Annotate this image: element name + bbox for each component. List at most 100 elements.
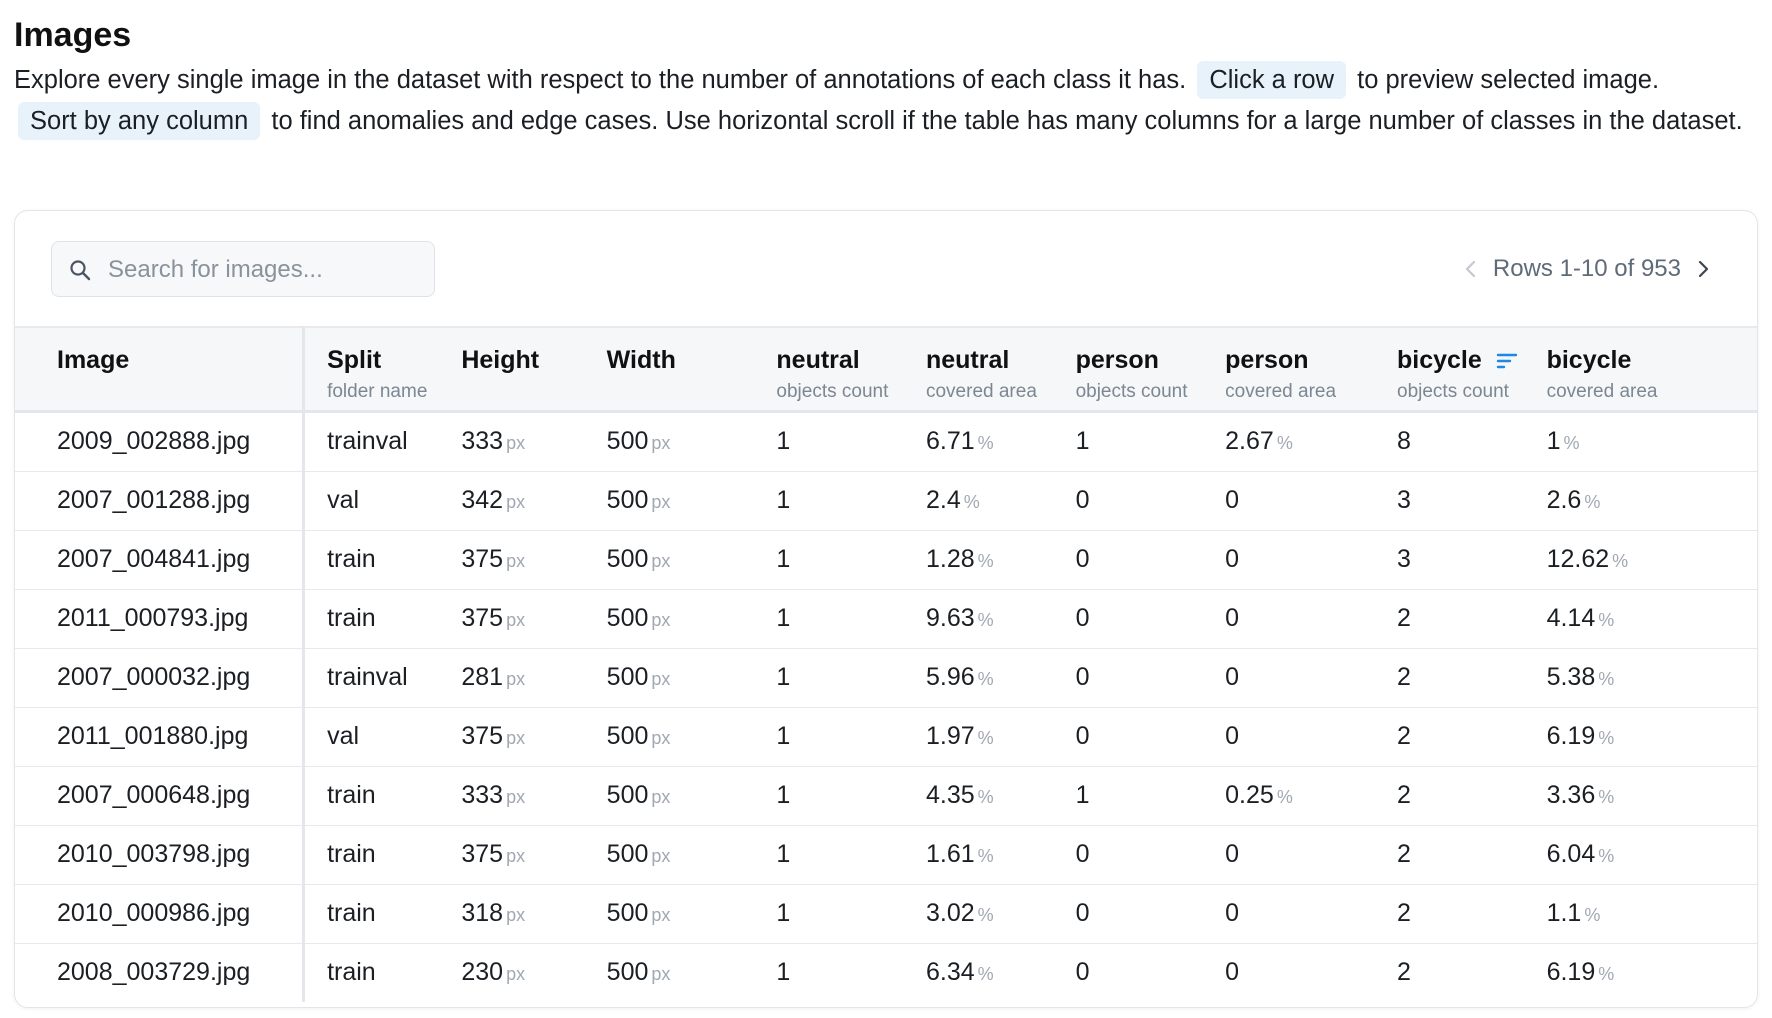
cell-value: 333 [461, 427, 504, 455]
cell-bicycle-area: 6.19% [1525, 943, 1757, 1002]
cell-bicycle-area: 6.19% [1524, 707, 1757, 767]
cell-split: train [303, 589, 440, 649]
cell-person-count: 0 [1053, 707, 1204, 767]
cell-split: val [303, 471, 440, 531]
images-table-card: Rows 1-10 of 953 Image Split folder name … [14, 210, 1758, 1008]
cell-person-count: 0 [1053, 884, 1204, 944]
cell-value: 0 [1075, 899, 1090, 927]
cell-value: 500 [606, 663, 649, 691]
column-header-width[interactable]: Width [585, 327, 755, 411]
cell-value: 3 [1397, 545, 1411, 573]
table-row[interactable]: 2007_004841.jpg train 375 px 500 px 1 1.28% 0 0 3 1… [15, 530, 1757, 590]
cell-value: 2007_001288.jpg [57, 486, 251, 514]
chevron-left-icon[interactable] [1459, 257, 1483, 281]
cell-unit: % [1584, 905, 1601, 925]
cell-neutral-area: 1.61% [903, 825, 1054, 885]
cell-person-count: 0 [1053, 471, 1204, 531]
table-row[interactable]: 2010_003798.jpg train 375 px 500 px 1 1.61% 0 0 2 6… [15, 825, 1757, 885]
cell-unit: px [506, 964, 526, 984]
cell-value: 0 [1225, 663, 1240, 691]
images-section: Images Explore every single image in the… [14, 14, 1758, 1008]
cell-value: 2011_000793.jpg [57, 604, 249, 632]
cell-image: 2007_000648.jpg [15, 766, 306, 826]
cell-value: 2.4 [925, 486, 961, 514]
cell-unit: % [1598, 787, 1615, 807]
cell-person-area: 2.67% [1203, 411, 1375, 472]
cell-neutral-area: 9.63% [903, 589, 1054, 649]
table-row[interactable]: 2011_001880.jpg val 375 px 500 px 1 1.97% 0 0 2 6.1… [15, 707, 1757, 767]
cell-value: 5.38 [1546, 663, 1596, 691]
cell-neutral-area: 4.35% [903, 766, 1054, 826]
cell-person-area: 0 [1203, 589, 1375, 649]
cell-value: 2007_000032.jpg [57, 663, 251, 691]
cell-value: 281 [461, 663, 504, 691]
cell-value: 1 [776, 958, 791, 986]
cell-value: train [327, 840, 376, 868]
cell-width: 500 px [584, 471, 755, 531]
cell-neutral-area: 6.34% [904, 943, 1054, 1002]
cell-value: 2010_003798.jpg [57, 840, 251, 868]
cell-neutral-area: 3.02% [903, 884, 1054, 944]
cell-person-area: 0 [1203, 825, 1375, 885]
cell-value: 1 [1075, 781, 1090, 809]
cell-value: train [327, 781, 376, 809]
cell-value: 0 [1225, 840, 1240, 868]
table-row[interactable]: 2007_001288.jpg val 342 px 500 px 1 2.4% 0 0 3 2.6% [15, 471, 1757, 531]
cell-image: 2011_000793.jpg [15, 589, 306, 649]
column-header-height[interactable]: Height [439, 327, 584, 411]
cell-value: 500 [606, 486, 649, 514]
table-row[interactable]: 2008_003729.jpg train 230 px 500 px 1 6.34% 0 0 2 6… [15, 943, 1757, 1002]
cell-unit: % [1598, 846, 1615, 866]
cell-value: 6.04 [1546, 840, 1596, 868]
column-header-image[interactable]: Image [15, 327, 306, 411]
cell-value: 342 [461, 486, 504, 514]
cell-unit: px [506, 728, 526, 748]
cell-value: 0 [1075, 663, 1090, 691]
cell-split: train [303, 825, 440, 885]
table-row[interactable]: 2007_000648.jpg train 333 px 500 px 1 4.35% 1 0.2… [15, 766, 1757, 826]
column-header-person-count[interactable]: person objects count [1054, 327, 1204, 411]
cell-split: train [304, 943, 440, 1002]
column-header-bicycle-area[interactable]: bicycle covered area [1525, 327, 1757, 411]
column-header-neutral-area[interactable]: neutral covered area [904, 327, 1054, 411]
column-header-bicycle-count[interactable]: bicycle objects count [1375, 327, 1525, 411]
cell-unit: px [506, 492, 526, 512]
cell-bicycle-count: 8 [1375, 411, 1525, 472]
search-box[interactable] [51, 241, 435, 298]
cell-person-area: 0 [1203, 707, 1375, 767]
cell-value: 6.71 [925, 427, 975, 455]
table-row[interactable]: 2009_002888.jpg trainval 333 px 500 px 1 6.71% 1… [15, 411, 1757, 472]
column-header-neutral-count[interactable]: neutral objects count [754, 327, 904, 411]
chevron-right-icon[interactable] [1691, 257, 1715, 281]
cell-neutral-area: 2.4% [903, 471, 1054, 531]
cell-image: 2009_002888.jpg [15, 411, 306, 472]
cell-unit: px [651, 787, 671, 807]
cell-height: 318 px [439, 884, 585, 944]
cell-width: 500 px [585, 943, 755, 1002]
cell-neutral-count: 1 [754, 471, 904, 531]
search-input[interactable] [106, 242, 430, 298]
table-row[interactable]: 2010_000986.jpg train 318 px 500 px 1 3.02% 0 0 2 1… [15, 884, 1757, 944]
cell-bicycle-area: 12.62% [1524, 530, 1757, 590]
column-title: Image [57, 346, 130, 374]
cell-unit: % [1563, 433, 1580, 453]
cell-unit: % [1598, 610, 1615, 630]
cell-value: val [327, 722, 360, 750]
column-header-person-area[interactable]: person covered area [1203, 327, 1375, 411]
sort-descending-icon[interactable] [1496, 352, 1518, 370]
cell-value: 1 [1546, 427, 1561, 455]
table-row[interactable]: 2011_000793.jpg train 375 px 500 px 1 9.63% 0 0 2 4… [15, 589, 1757, 649]
cell-unit: % [977, 964, 994, 984]
cell-value: 2 [1397, 722, 1411, 750]
cell-bicycle-count: 2 [1375, 648, 1525, 708]
cell-split: val [303, 707, 440, 767]
column-header-split[interactable]: Split folder name [304, 327, 440, 411]
cell-width: 500 px [584, 589, 755, 649]
cell-unit: px [651, 551, 671, 571]
cell-value: 2011_001880.jpg [57, 722, 249, 750]
cell-neutral-area: 1.28% [903, 530, 1054, 590]
table-row[interactable]: 2007_000032.jpg trainval 281 px 500 px 1 5.96% 0… [15, 648, 1757, 708]
search-icon [70, 260, 91, 281]
cell-unit: px [506, 610, 526, 630]
cell-value: 6.19 [1546, 958, 1596, 986]
